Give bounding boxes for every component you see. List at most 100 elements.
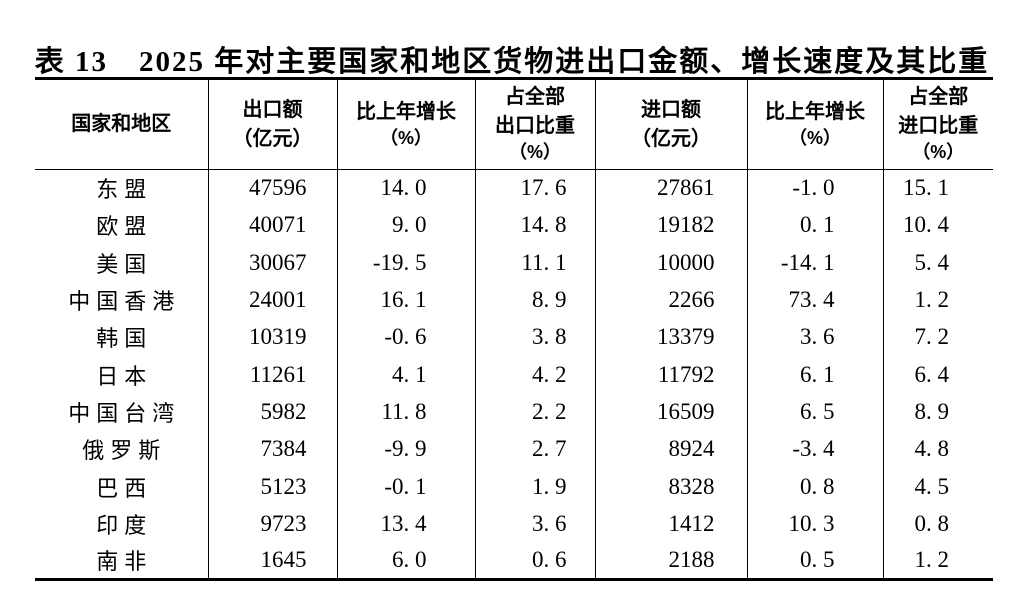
cell-export-growth: 6. 0: [337, 542, 476, 580]
cell-export-growth: -9. 9: [337, 430, 476, 468]
cell-import-growth: 0. 5: [747, 542, 884, 580]
column-header-line: 比上年增长: [356, 100, 456, 123]
cell-export-amount: 24001: [208, 281, 338, 319]
cell-import-share: 10. 4: [903, 212, 949, 238]
column-header-line: （%）: [508, 142, 561, 163]
table-row: 欧盟 40071 9. 0 14. 8 19182 0. 1 10. 4: [35, 206, 993, 245]
cell-import-amount: 10000: [595, 244, 748, 282]
cell-import-amount: 2188: [595, 542, 748, 580]
table-row: 南非 1645 6. 0 0. 6 2188 0. 5 1. 2: [35, 542, 993, 580]
cell-import-growth: 0. 8: [747, 467, 884, 506]
cell-export-growth: 14. 0: [337, 169, 476, 207]
column-header-line: 国家和地区: [71, 113, 172, 136]
cell-export-growth: -0. 6: [337, 318, 476, 356]
column-header-line: 出口比重: [495, 114, 575, 137]
cell-region: 东盟: [35, 169, 209, 207]
column-header-line: （%）: [379, 127, 432, 148]
cell-export-amount: 1645: [208, 542, 338, 580]
cell-import-growth: 6. 5: [747, 393, 884, 431]
cell-export-growth: 9. 0: [337, 206, 476, 245]
cell-import-share: 1. 2: [914, 547, 950, 573]
table-row: 中国香港 24001 16. 1 8. 9 2266 73. 4 1. 2: [35, 281, 993, 319]
cell-export-growth: 13. 4: [337, 505, 476, 543]
column-header-line: （亿元）: [232, 127, 313, 150]
cell-export-share: 0. 6: [475, 542, 596, 580]
table-row: 美国 30067 -19. 5 11. 1 10000 -14. 1 5. 4: [35, 244, 993, 282]
column-header-export-amount: 出口额 （亿元）: [208, 78, 338, 170]
cell-import-share: 0. 8: [914, 510, 950, 536]
table-row: 中国台湾 5982 11. 8 2. 2 16509 6. 5 8. 9: [35, 393, 993, 431]
column-header-export-share: 占全部 出口比重 （%）: [475, 78, 596, 170]
column-header-line: 出口额: [242, 99, 303, 122]
cell-export-share: 11. 1: [475, 244, 596, 282]
cell-export-amount: 9723: [208, 505, 338, 543]
table-row: 印度 9723 13. 4 3. 6 1412 10. 3 0. 8: [35, 505, 993, 543]
cell-import-amount: 2266: [595, 281, 748, 319]
table-row: 韩国 10319 -0. 6 3. 8 13379 3. 6 7. 2: [35, 318, 993, 356]
column-header-line: 进口比重: [898, 114, 979, 137]
cell-import-amount: 11792: [595, 355, 748, 394]
cell-import-growth: -1. 0: [747, 169, 884, 207]
column-header-export-growth: 比上年增长 （%）: [337, 78, 476, 170]
cell-region: 中国香港: [35, 281, 209, 319]
cell-import-growth: -14. 1: [747, 244, 884, 282]
cell-import-amount: 16509: [595, 393, 748, 431]
cell-region: 俄罗斯: [35, 430, 209, 468]
cell-export-growth: 11. 8: [337, 393, 476, 431]
cell-export-amount: 40071: [208, 206, 338, 245]
cell-export-amount: 7384: [208, 430, 338, 468]
column-header-line: 进口额: [641, 99, 701, 122]
header-row: 国家和地区 出口额 （亿元） 比上年增长 （%） 占全部 出口比重 （%） 进口…: [35, 78, 993, 170]
cell-import-amount: 1412: [595, 505, 748, 543]
cell-import-amount: 27861: [595, 169, 748, 207]
cell-export-growth: -0. 1: [337, 467, 476, 506]
cell-export-growth: 4. 1: [337, 355, 476, 394]
cell-import-share: 5. 4: [914, 249, 950, 275]
column-header-region: 国家和地区: [35, 78, 209, 170]
cell-import-growth: 0. 1: [747, 206, 884, 245]
cell-region: 日本: [35, 355, 209, 394]
cell-export-share: 2. 2: [475, 393, 596, 431]
cell-export-share: 8. 9: [475, 281, 596, 319]
cell-import-share: 15. 1: [903, 175, 949, 201]
table-title: 表 13 2025 年对主要国家和地区货物进出口金额、增长速度及其比重: [34, 46, 990, 78]
cell-import-share: 6. 4: [914, 361, 950, 387]
cell-export-share: 14. 8: [475, 206, 596, 245]
column-header-import-amount: 进口额 （亿元）: [595, 78, 748, 170]
cell-region: 南非: [35, 542, 209, 580]
cell-export-amount: 10319: [208, 318, 338, 356]
column-header-line: 占全部: [505, 86, 565, 109]
cell-import-amount: 8328: [595, 467, 748, 506]
table-row: 日本 11261 4. 1 4. 2 11792 6. 1 6. 4: [35, 355, 993, 394]
cell-import-share: 8. 9: [914, 398, 950, 424]
cell-import-growth: 10. 3: [747, 505, 884, 543]
column-header-line: 比上年增长: [765, 100, 865, 123]
column-header-line: （%）: [788, 127, 841, 148]
cell-export-share: 17. 6: [475, 169, 596, 207]
cell-export-amount: 5123: [208, 467, 338, 506]
cell-import-amount: 8924: [595, 430, 748, 468]
cell-export-share: 2. 7: [475, 430, 596, 468]
cell-import-share: 4. 8: [914, 436, 950, 462]
cell-import-growth: 6. 1: [747, 355, 884, 394]
table-row: 巴西 5123 -0. 1 1. 9 8328 0. 8 4. 5: [35, 467, 993, 506]
cell-export-share: 1. 9: [475, 467, 596, 506]
table-row: 俄罗斯 7384 -9. 9 2. 7 8924 -3. 4 4. 8: [35, 430, 993, 468]
cell-export-amount: 5982: [208, 393, 338, 431]
cell-region: 印度: [35, 505, 209, 543]
cell-import-share: 7. 2: [914, 324, 950, 350]
cell-export-share: 3. 6: [475, 505, 596, 543]
cell-import-share: 1. 2: [914, 287, 950, 313]
cell-export-amount: 47596: [208, 169, 338, 207]
cell-import-growth: 73. 4: [747, 281, 884, 319]
cell-export-share: 4. 2: [475, 355, 596, 394]
trade-table: 国家和地区 出口额 （亿元） 比上年增长 （%） 占全部 出口比重 （%） 进口…: [35, 77, 993, 582]
cell-import-growth: 3. 6: [747, 318, 884, 356]
column-header-import-share: 占全部 进口比重 （%）: [883, 78, 993, 170]
column-header-import-growth: 比上年增长 （%）: [747, 78, 884, 170]
column-header-line: （亿元）: [631, 127, 711, 150]
table-header: 国家和地区 出口额 （亿元） 比上年增长 （%） 占全部 出口比重 （%） 进口…: [35, 78, 993, 170]
cell-region: 欧盟: [35, 206, 209, 245]
cell-export-growth: 16. 1: [337, 281, 476, 319]
